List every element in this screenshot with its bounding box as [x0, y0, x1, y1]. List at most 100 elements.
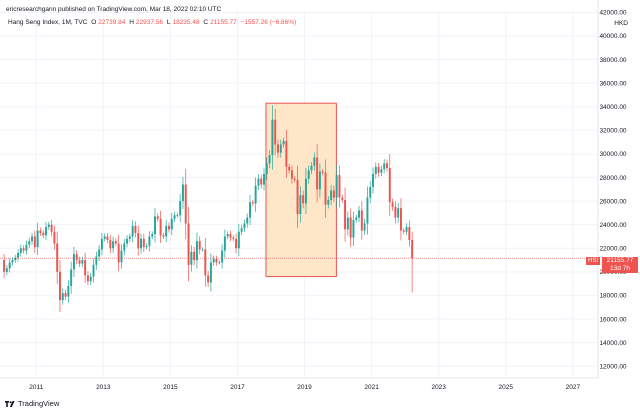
candle-body — [47, 224, 50, 228]
candle-body — [235, 238, 238, 249]
legend-close: 21155.77 — [210, 19, 237, 26]
candle-body — [173, 215, 176, 219]
candle-body — [310, 165, 313, 171]
candle — [332, 185, 335, 203]
candle-body — [223, 236, 226, 251]
x-tick-label: 2011 — [29, 384, 43, 391]
y-tick-label: 32000.00 — [599, 128, 626, 135]
candle — [156, 213, 159, 222]
candle — [290, 165, 293, 184]
candle — [81, 256, 84, 267]
candle-body — [31, 236, 34, 242]
candle — [36, 222, 39, 255]
legend-o-label: O — [91, 19, 97, 26]
candle-body — [321, 171, 324, 173]
candle-body — [120, 250, 123, 263]
y-tick-label: 12000.00 — [599, 364, 626, 371]
candle — [106, 233, 109, 244]
candle — [307, 165, 310, 184]
candle-body — [285, 140, 288, 167]
candle-body — [366, 197, 369, 224]
candle-body — [64, 293, 67, 297]
candle-body — [33, 236, 36, 248]
candle — [229, 230, 232, 241]
y-tick-label: 14000.00 — [599, 340, 626, 347]
y-tick-label: 28000.00 — [599, 175, 626, 182]
candle-body — [56, 243, 59, 272]
candle-body — [369, 186, 372, 198]
candle-body — [5, 268, 8, 272]
candle — [142, 233, 145, 253]
candle — [251, 199, 254, 206]
candle-body — [274, 119, 277, 145]
candle — [86, 271, 89, 286]
candle — [257, 174, 260, 191]
candle — [285, 129, 288, 179]
y-tick-label: 34000.00 — [599, 104, 626, 111]
candle-body — [332, 190, 335, 198]
candle — [386, 159, 388, 172]
candle — [165, 220, 168, 243]
candle — [168, 222, 170, 233]
candle — [98, 244, 101, 262]
candle — [148, 231, 151, 252]
candle-body — [95, 256, 98, 265]
candle — [355, 214, 358, 223]
candle-body — [159, 218, 162, 236]
candle-body — [268, 155, 271, 164]
x-tick-label: 2013 — [96, 384, 111, 391]
candle-body — [355, 217, 358, 220]
candle-body — [327, 199, 330, 205]
tradingview-footer[interactable]: TradingView — [5, 399, 59, 408]
candle-body — [19, 248, 22, 253]
candle — [338, 165, 341, 208]
candle-body — [36, 230, 39, 248]
candle-body — [81, 260, 84, 264]
candle-body — [290, 170, 293, 179]
candle — [187, 206, 190, 282]
candle — [223, 229, 226, 258]
candle-body — [372, 173, 374, 187]
legend-change: −1557.26 (−6.86%) — [240, 19, 297, 26]
candle — [391, 198, 394, 211]
candle-body — [109, 240, 112, 249]
candle — [75, 250, 78, 265]
candle — [47, 221, 50, 230]
candle — [282, 137, 285, 148]
candle-body — [218, 262, 221, 264]
candle — [374, 162, 377, 179]
candle-body — [131, 225, 134, 237]
candle-body — [106, 236, 109, 240]
candle — [204, 238, 207, 287]
candle — [380, 165, 383, 177]
candle — [61, 288, 64, 305]
candle-body — [195, 241, 198, 261]
candle — [39, 227, 42, 236]
candle — [11, 257, 14, 266]
candle — [263, 168, 265, 191]
candle-body — [296, 179, 299, 215]
candle-body — [302, 195, 305, 204]
candle — [246, 213, 249, 228]
x-tick-label: 2027 — [566, 384, 581, 391]
candle — [360, 201, 363, 240]
currency-label: HKD — [614, 20, 628, 27]
candle — [22, 245, 25, 254]
candle — [304, 167, 307, 215]
candle-body — [249, 202, 252, 218]
x-tick-label: 2017 — [230, 384, 245, 391]
candle — [162, 232, 165, 239]
legend-open: 22739.84 — [98, 19, 126, 26]
candle — [184, 168, 187, 240]
candle-body — [17, 252, 20, 258]
candle-body — [89, 276, 92, 282]
candle-body — [187, 223, 190, 265]
candle-body — [282, 140, 285, 145]
candle-body — [170, 218, 173, 230]
candle — [179, 194, 182, 223]
x-tick-label: 2025 — [499, 384, 514, 391]
candle — [321, 169, 324, 176]
candle-body — [67, 286, 70, 297]
candle — [279, 139, 282, 158]
candle — [237, 223, 240, 257]
